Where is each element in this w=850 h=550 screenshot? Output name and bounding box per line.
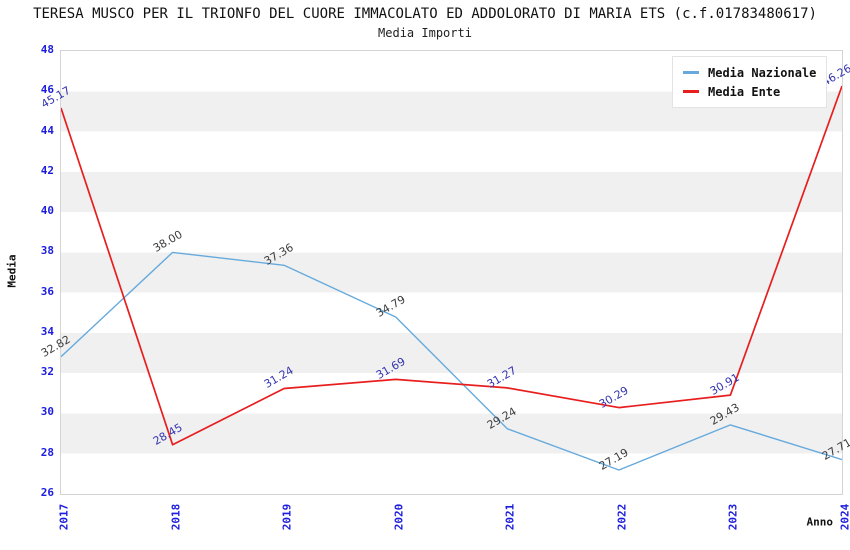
y-tick-label: 26	[40, 486, 54, 499]
x-tick-label: 2023	[726, 503, 740, 531]
y-axis-title: Media	[5, 254, 19, 288]
data-point-label: 27.71	[819, 435, 850, 463]
data-label-layer: 32.82 38.00 37.36 34.79 29.24 27.19 29.43 27.71…	[39, 51, 850, 494]
data-point-label: 37.36	[262, 241, 296, 269]
series-line-media-nazionale	[61, 251, 842, 471]
data-point-label: 29.24	[485, 404, 519, 432]
x-axis-title: Anno	[806, 515, 834, 529]
line-chart-svg	[61, 85, 842, 471]
y-tick-label: 40	[40, 204, 54, 218]
data-point-label: 31.27	[485, 363, 519, 391]
plot-area: 32.82 38.00 37.36 34.79 29.24 27.19 29.43 27.71…	[39, 50, 850, 495]
data-point-label: 30.29	[596, 383, 631, 411]
legend-label: Media Nazionale	[708, 65, 817, 80]
x-tick-label: 2021	[503, 503, 517, 531]
data-point-label: 27.19	[596, 445, 631, 473]
chart-subtitle: Media Importi	[378, 26, 472, 40]
y-tick-label: 32	[40, 365, 54, 379]
y-tick-label: 42	[40, 163, 54, 177]
legend-item-media-ente: Media Ente	[683, 82, 816, 101]
x-tick-label: 2017	[57, 503, 71, 531]
legend-swatch-red-line	[683, 90, 699, 93]
y-tick-label: 30	[40, 405, 54, 419]
data-point-label: 30.91	[708, 370, 743, 398]
x-tick-label: 2019	[280, 503, 294, 531]
x-tick-label: 2018	[169, 503, 183, 531]
x-tick-label: 2020	[392, 503, 406, 531]
y-tick-label: 28	[40, 445, 54, 459]
y-tick-label: 36	[40, 284, 54, 298]
y-tick-label: 38	[40, 244, 54, 258]
data-point-label: 29.43	[708, 400, 743, 428]
data-point-label: 28.45	[150, 420, 185, 448]
chart-legend: Media Nazionale Media Ente	[672, 56, 828, 108]
data-point-label: 31.24	[262, 364, 296, 392]
data-point-label: 34.79	[373, 292, 408, 320]
x-tick-label: 2022	[615, 503, 629, 531]
y-tick-label: 46	[40, 83, 54, 97]
series-line-media-ente	[61, 85, 842, 446]
y-tick-label: 44	[40, 123, 54, 137]
x-tick-label: 2024	[838, 503, 850, 531]
chart-title: TERESA MUSCO PER IL TRIONFO DEL CUORE IM…	[33, 6, 817, 22]
legend-label: Media Ente	[708, 84, 781, 99]
legend-item-media-nazionale: Media Nazionale	[683, 63, 816, 82]
y-tick-label: 34	[40, 324, 54, 338]
data-point-label: 38.00	[150, 228, 185, 256]
y-tick-label: 48	[40, 43, 54, 56]
legend-swatch-blue-line	[683, 71, 699, 74]
data-point-label: 31.69	[373, 355, 408, 383]
